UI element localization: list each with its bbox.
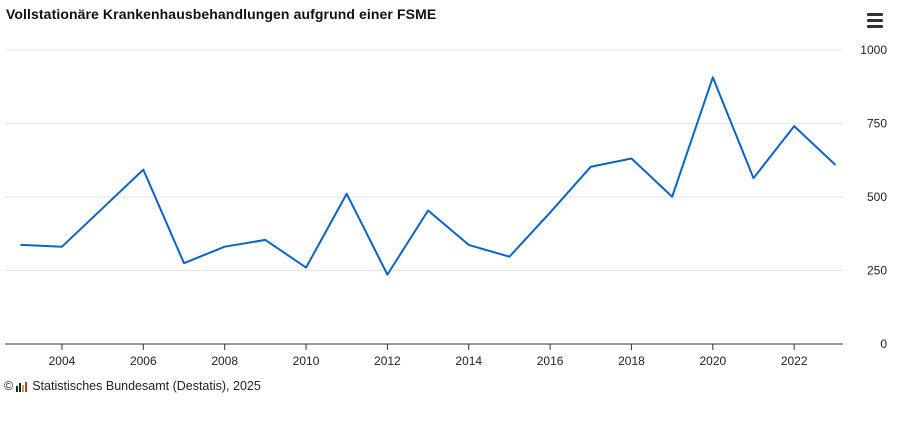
x-axis-labels: 2004 2006 2008 2010 2012 2014 2016 2018 2020 2022: [49, 354, 808, 368]
data-point-2005[interactable]: [100, 205, 106, 211]
series-layer: [18, 74, 838, 278]
data-point-2004[interactable]: [59, 244, 65, 250]
source-footer: © Statistisches Bundesamt (Destatis), 20…: [4, 379, 261, 393]
x-tick-label: 2018: [618, 354, 645, 368]
y-tick-label: 250: [867, 264, 887, 278]
source-text: Statistisches Bundesamt (Destatis), 2025: [32, 379, 261, 393]
x-tick-label: 2006: [130, 354, 157, 368]
x-axis: [5, 343, 843, 350]
series-line: [20, 76, 836, 276]
x-tick-label: 2014: [455, 354, 482, 368]
y-tick-label: 500: [867, 190, 887, 204]
data-point-2020[interactable]: [710, 74, 716, 80]
y-tick-label: 0: [880, 337, 887, 351]
data-point-2023[interactable]: [832, 161, 838, 167]
x-tick-label: 2022: [781, 354, 808, 368]
data-point-2014[interactable]: [466, 242, 472, 248]
data-point-2003[interactable]: [18, 242, 24, 248]
data-point-2021[interactable]: [751, 175, 757, 181]
data-point-2013[interactable]: [425, 208, 431, 214]
y-axis-labels: 0 250 500 750 1000: [860, 43, 887, 351]
copyright-symbol: ©: [4, 379, 14, 393]
y-tick-label: 750: [867, 117, 887, 131]
data-point-2007[interactable]: [181, 260, 187, 266]
data-point-2015[interactable]: [506, 254, 512, 260]
data-point-2008[interactable]: [222, 244, 228, 250]
y-tick-label: 1000: [860, 43, 887, 57]
destatis-logo-icon: [16, 381, 28, 392]
data-point-2010[interactable]: [303, 265, 309, 271]
data-point-2017[interactable]: [588, 164, 594, 170]
data-point-2022[interactable]: [791, 123, 797, 129]
data-point-2006[interactable]: [140, 167, 146, 173]
data-point-2011[interactable]: [344, 191, 350, 197]
grid-lines: [5, 49, 843, 271]
data-point-2019[interactable]: [669, 194, 675, 200]
data-point-2009[interactable]: [262, 237, 268, 243]
x-tick-label: 2008: [211, 354, 238, 368]
chart-title: Vollstationäre Krankenhausbehandlungen a…: [6, 6, 437, 22]
data-point-2012[interactable]: [384, 272, 390, 278]
data-point-2018[interactable]: [628, 155, 634, 161]
hamburger-menu-icon[interactable]: [865, 11, 887, 29]
x-tick-label: 2020: [699, 354, 726, 368]
x-tick-label: 2012: [374, 354, 401, 368]
x-tick-label: 2004: [49, 354, 76, 368]
x-tick-label: 2010: [293, 354, 320, 368]
data-point-2016[interactable]: [547, 210, 553, 216]
x-tick-label: 2016: [537, 354, 564, 368]
